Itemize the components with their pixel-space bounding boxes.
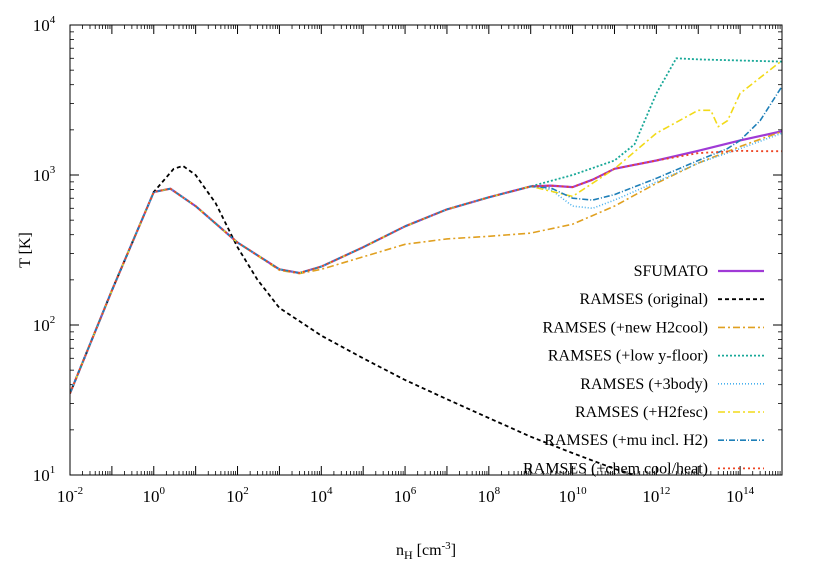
series-line-5 — [70, 59, 782, 394]
x-tick-label: 100 — [143, 485, 166, 506]
y-axis-label: T [K] — [17, 232, 34, 268]
y-tick-label: 102 — [33, 314, 56, 335]
legend-label: RAMSES (+H2fesc) — [575, 404, 708, 421]
series-layer — [70, 57, 782, 475]
series-line-4 — [70, 132, 782, 394]
legend-label: RAMSES (+new H2cool) — [543, 319, 708, 336]
x-tick-label: 1012 — [642, 485, 670, 506]
x-tick-label: 1014 — [726, 485, 755, 506]
x-tick-label: 10-2 — [57, 485, 83, 506]
legend: SFUMATO RAMSES (original) RAMSES (+new H2c… — [523, 263, 764, 477]
tick-labels: 10-2 100 102 104 106 108 1010 1012 1014 101 102 103… — [33, 14, 755, 506]
x-tick-label: 104 — [310, 485, 333, 506]
legend-label: RAMSES (original) — [580, 291, 708, 308]
series-line-3 — [70, 57, 782, 394]
x-tick-label: 102 — [226, 485, 249, 506]
x-tick-label: 106 — [394, 485, 417, 506]
legend-label: RAMSES (+chem cool/heat) — [523, 460, 708, 477]
x-axis-label: nH [cm-3] — [396, 540, 456, 562]
legend-label: RAMSES (+low y-floor) — [548, 348, 708, 365]
legend-label: SFUMATO — [634, 263, 708, 280]
series-line-7 — [70, 149, 782, 394]
legend-label: RAMSES (+3body) — [580, 376, 708, 393]
series-line-6 — [70, 85, 782, 394]
x-tick-label: 1010 — [559, 485, 588, 506]
y-tick-label: 104 — [33, 14, 56, 35]
y-tick-label: 103 — [33, 164, 56, 185]
axis-ticks — [69, 24, 782, 476]
legend-label: RAMSES (+mu incl. H2) — [544, 432, 708, 449]
y-tick-label: 101 — [33, 464, 56, 485]
x-tick-label: 108 — [478, 485, 501, 506]
plot-frame — [69, 24, 783, 476]
series-line-1 — [70, 164, 635, 475]
